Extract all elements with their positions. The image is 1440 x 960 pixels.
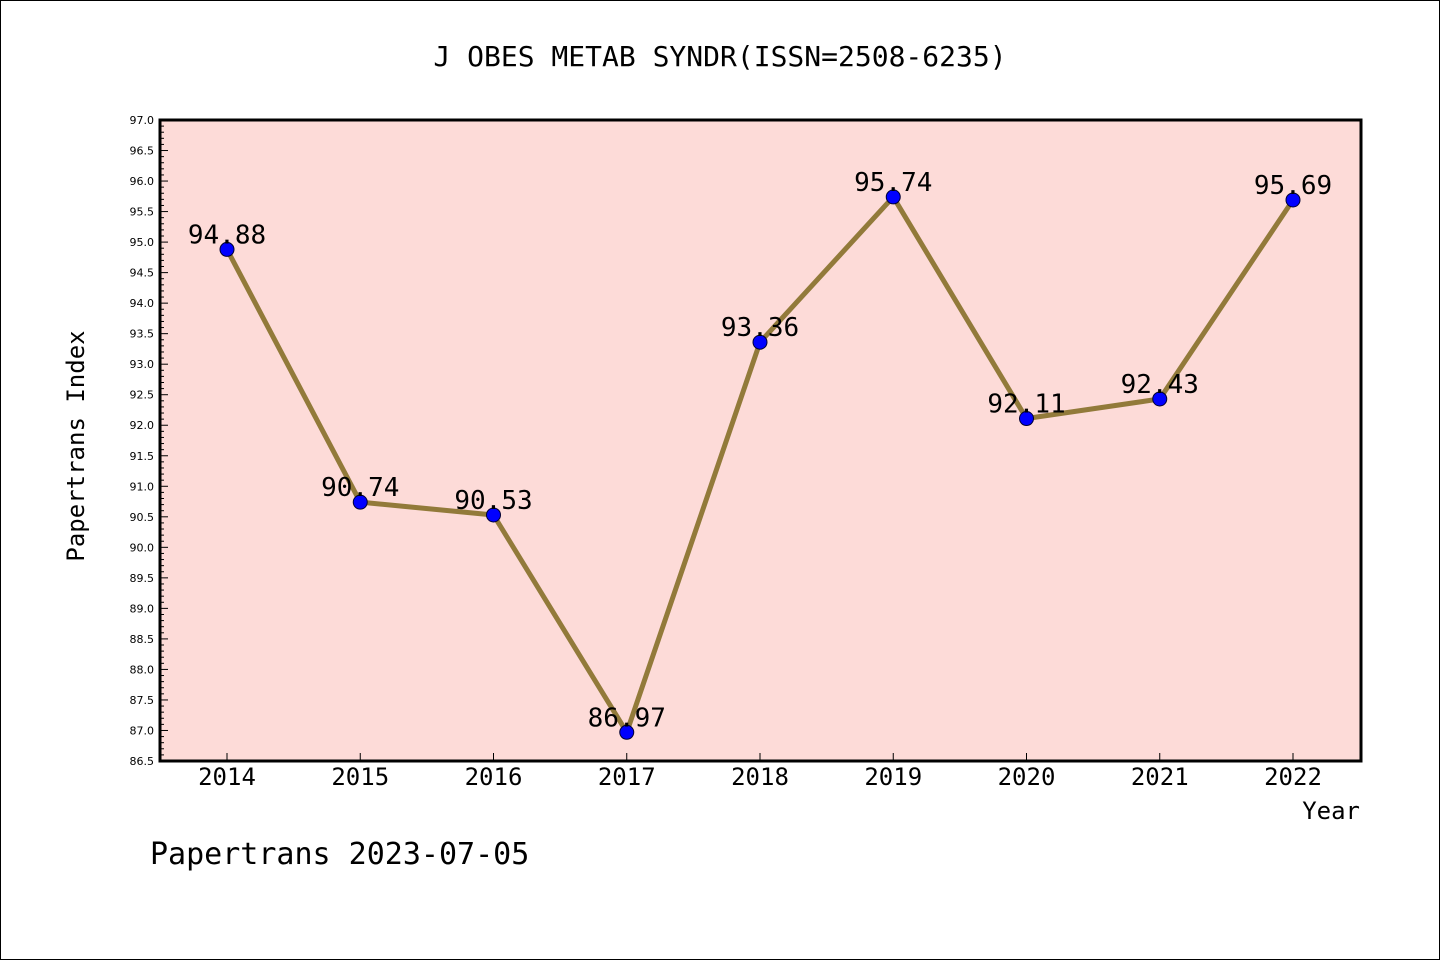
data-point	[1152, 391, 1168, 407]
y-tick-label: 87.5	[130, 694, 155, 707]
x-tick-label: 2016	[465, 763, 523, 791]
y-axis-ticks: 86.5 87.0 87.5 88.0 88.5 89.0 89.5 90.0 90.5 91.0…	[130, 114, 168, 768]
y-tick-label: 92.0	[130, 419, 155, 432]
data-labels: 94.88 90.74 90.53 86.97 93.36 95.74 92.11 92.43…	[188, 168, 1332, 733]
x-tick-label: 2015	[331, 763, 389, 791]
y-tick-label: 93.0	[130, 358, 155, 371]
data-label: 90.74	[321, 473, 399, 503]
data-point	[352, 494, 368, 510]
data-label: 95.69	[1254, 171, 1332, 201]
y-tick-label: 95.0	[130, 236, 155, 249]
x-tick-label: 2014	[198, 763, 256, 791]
y-tick-label: 89.0	[130, 602, 155, 615]
data-label: 90.53	[454, 486, 532, 516]
x-axis-title: Year	[1302, 797, 1360, 825]
x-tick-label: 2018	[731, 763, 789, 791]
y-tick-label: 96.0	[130, 175, 155, 188]
data-label: 86.97	[588, 703, 666, 733]
y-tick-label: 96.5	[130, 145, 155, 158]
data-label: 94.88	[188, 220, 266, 250]
x-tick-label: 2020	[998, 763, 1056, 791]
y-tick-label: 90.5	[130, 511, 155, 524]
data-point	[486, 507, 501, 523]
data-label: 93.36	[721, 313, 799, 343]
y-tick-label: 94.5	[130, 267, 155, 280]
footer-date: Papertrans 2023-07-05	[150, 837, 529, 872]
y-tick-label: 92.5	[130, 389, 155, 402]
data-point	[885, 189, 901, 205]
y-tick-label: 95.5	[130, 206, 155, 219]
data-point	[619, 724, 635, 740]
y-tick-label: 89.5	[130, 572, 155, 585]
data-point	[1019, 411, 1034, 427]
x-tick-label: 2021	[1131, 763, 1189, 791]
x-tick-label: 2022	[1264, 763, 1322, 791]
data-label: 92.11	[987, 390, 1065, 420]
y-tick-label: 88.5	[130, 633, 155, 646]
x-tick-label: 2017	[598, 763, 656, 791]
data-point	[1285, 192, 1301, 208]
series-markers	[219, 189, 1301, 740]
y-tick-label: 87.0	[130, 724, 155, 737]
chart-title: J OBES METAB SYNDR(ISSN=2508-6235)	[433, 40, 1006, 73]
data-point	[219, 241, 235, 257]
y-tick-label: 86.5	[130, 755, 155, 768]
data-label: 95.74	[854, 168, 932, 198]
y-tick-label: 91.5	[130, 450, 155, 463]
plot-area	[158, 118, 1363, 763]
y-tick-label: 97.0	[130, 114, 155, 127]
y-tick-label: 90.0	[130, 541, 155, 554]
x-axis-ticks: 2014 2015 2016 2017 2018 2019 2020 2021 2022	[198, 753, 1322, 791]
y-tick-label: 94.0	[130, 297, 155, 310]
y-axis-title: Papertrans Index	[62, 330, 90, 561]
x-tick-label: 2019	[864, 763, 922, 791]
y-tick-label: 88.0	[130, 663, 155, 676]
y-tick-label: 91.0	[130, 480, 155, 493]
y-tick-label: 93.5	[130, 328, 155, 341]
data-point	[752, 334, 768, 350]
data-label: 92.43	[1121, 370, 1199, 400]
